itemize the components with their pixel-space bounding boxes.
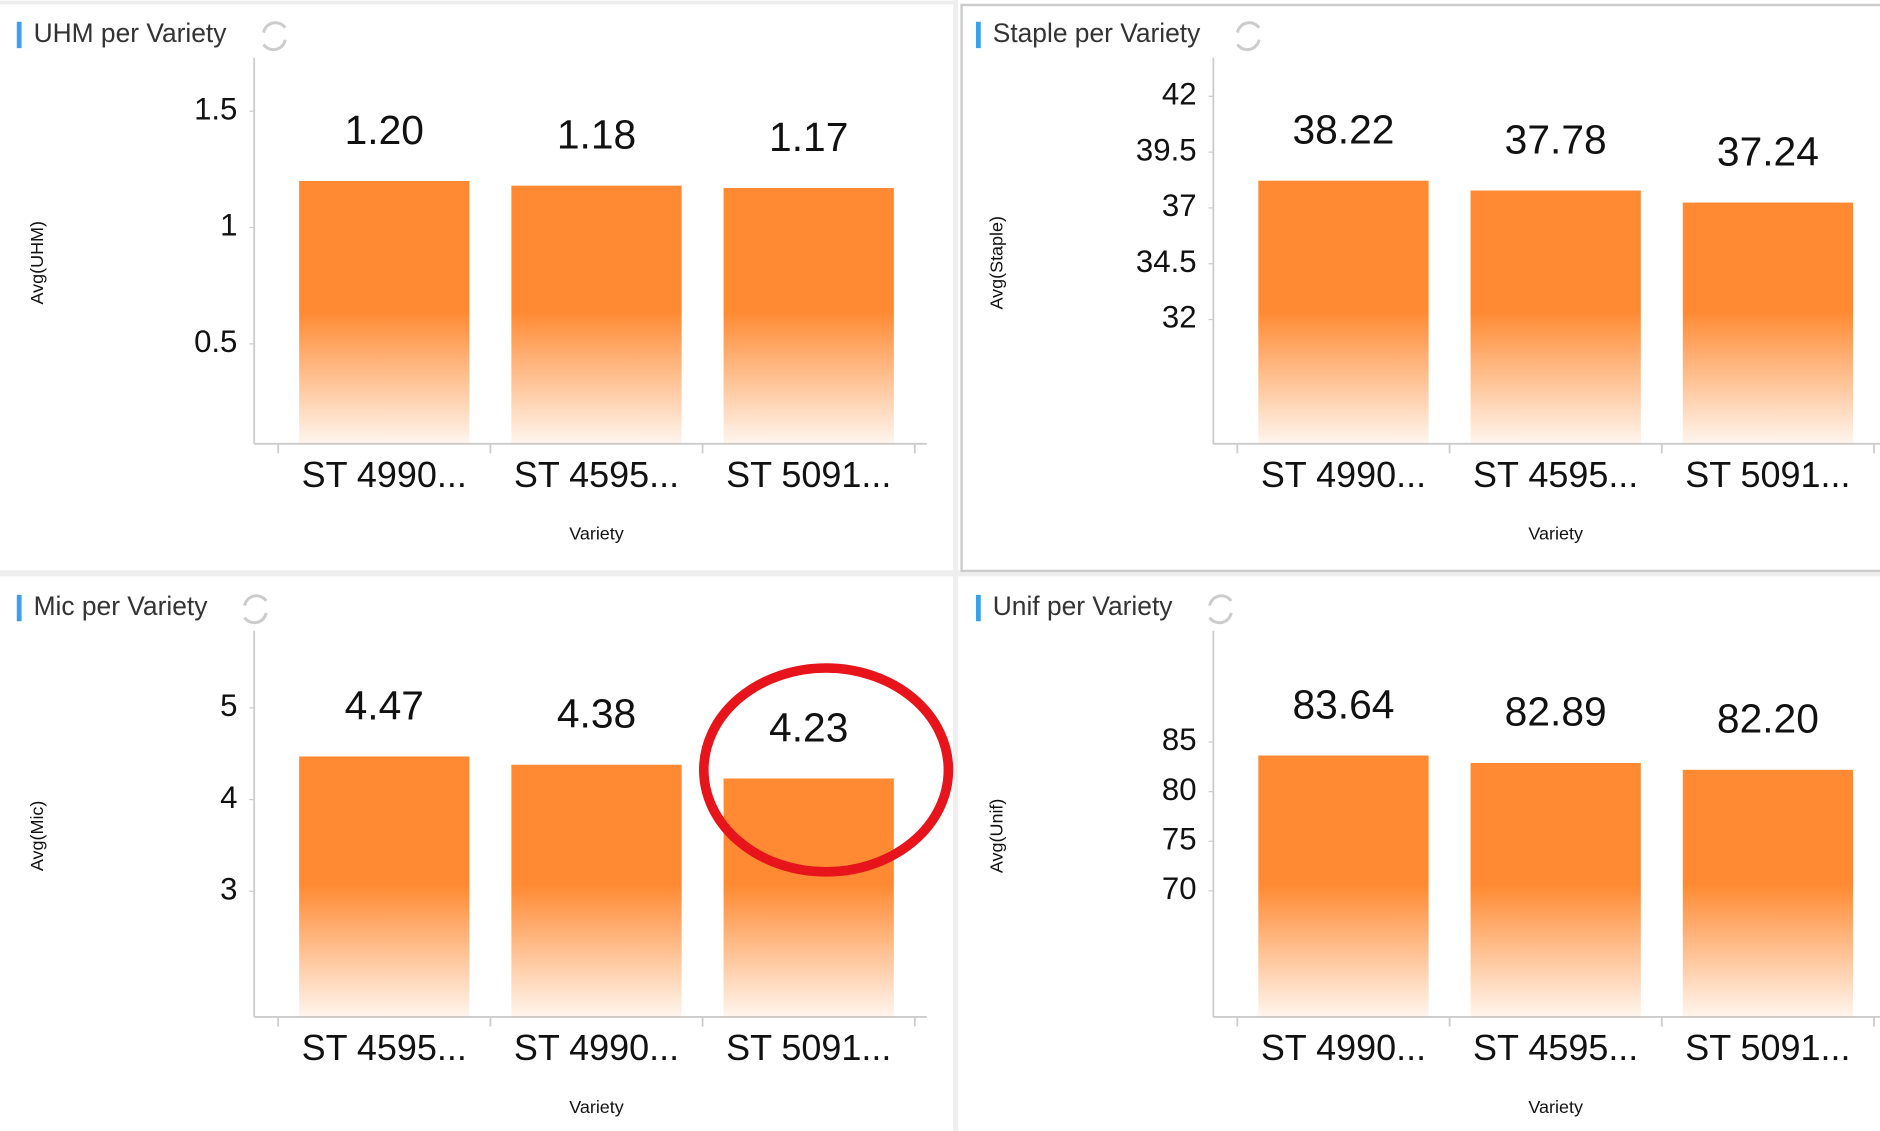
- y-axis-label: Avg(Mic): [27, 801, 47, 872]
- bar: [511, 185, 682, 444]
- bar: [1258, 755, 1429, 1017]
- value-label: 82.20: [1717, 696, 1819, 742]
- y-axis-label: Avg(UHM): [27, 221, 47, 305]
- x-axis-label: Variety: [569, 524, 624, 544]
- y-tick-label: 1.5: [194, 91, 237, 126]
- value-label: 37.78: [1505, 116, 1607, 162]
- x-tick-label: ST 4595...: [1473, 1027, 1638, 1068]
- y-tick-label: 85: [1162, 722, 1197, 757]
- bar: [299, 756, 470, 1017]
- y-tick-label: 42: [1162, 77, 1197, 112]
- x-axis-label: Variety: [1528, 524, 1583, 544]
- value-label: 4.38: [557, 691, 636, 737]
- value-label: 4.23: [769, 704, 848, 750]
- title-marker: [16, 21, 22, 49]
- y-tick-label: 4: [220, 780, 237, 815]
- refresh-icon[interactable]: [243, 594, 268, 625]
- y-tick-label: 80: [1162, 772, 1197, 807]
- chart-title: Unif per Variety: [993, 591, 1174, 621]
- x-axis-label: Variety: [1528, 1097, 1583, 1117]
- refresh-icon[interactable]: [1208, 594, 1233, 625]
- x-tick-label: ST 4990...: [1261, 454, 1426, 495]
- x-tick-label: ST 4595...: [1473, 454, 1638, 495]
- refresh-icon[interactable]: [262, 21, 287, 52]
- value-label: 1.20: [345, 107, 424, 153]
- y-axis-label: Avg(Staple): [986, 216, 1006, 310]
- x-tick-label: ST 4990...: [302, 454, 467, 495]
- bar: [1258, 180, 1429, 444]
- x-tick-label: ST 5091...: [1685, 454, 1850, 495]
- y-tick-label: 5: [220, 688, 237, 723]
- x-tick-label: ST 5091...: [726, 1027, 891, 1068]
- chart-panel: Unif per Variety 70 75 80 85 ST 4990... 83.64 S…: [975, 591, 1880, 1117]
- x-axis-label: Variety: [569, 1097, 624, 1117]
- bar: [723, 778, 894, 1017]
- x-tick-label: ST 4595...: [302, 1027, 467, 1068]
- x-tick-label: ST 5091...: [1685, 1027, 1850, 1068]
- bar: [1470, 190, 1641, 444]
- title-marker: [975, 21, 981, 49]
- x-tick-label: ST 4990...: [514, 1027, 679, 1068]
- chart-title: UHM per Variety: [34, 18, 228, 48]
- y-tick-label: 3: [220, 872, 237, 907]
- chart-title: Staple per Variety: [993, 18, 1201, 48]
- chart-panel: Staple per Variety 32 34.5 37 39.5 42 ST 4990.…: [975, 18, 1880, 544]
- panel-border: [960, 3, 1880, 573]
- title-marker: [975, 594, 981, 622]
- value-label: 37.24: [1717, 128, 1819, 174]
- chart-title: Mic per Variety: [34, 591, 209, 621]
- x-tick-label: ST 4595...: [514, 454, 679, 495]
- y-tick-label: 39.5: [1136, 132, 1197, 167]
- value-label: 83.64: [1292, 681, 1394, 727]
- y-tick-label: 0.5: [194, 324, 237, 359]
- y-tick-label: 37: [1162, 188, 1197, 223]
- value-label: 1.17: [769, 114, 848, 160]
- y-tick-label: 1: [220, 208, 237, 243]
- bar: [1682, 202, 1854, 444]
- y-tick-label: 34.5: [1136, 244, 1197, 279]
- refresh-icon[interactable]: [1236, 21, 1261, 52]
- value-label: 38.22: [1292, 107, 1394, 153]
- y-tick-label: 70: [1162, 871, 1197, 906]
- chart-panel: Mic per Variety 3 4 5 ST 4595... 4.47 ST 4990.…: [16, 591, 927, 1117]
- bar: [299, 180, 470, 444]
- bar: [1470, 762, 1641, 1017]
- x-tick-label: ST 4990...: [1261, 1027, 1426, 1068]
- bar: [511, 764, 682, 1017]
- annotation-circle: [699, 663, 954, 877]
- x-tick-label: ST 5091...: [726, 454, 891, 495]
- bar: [1682, 769, 1854, 1017]
- y-axis-label: Avg(Unif): [986, 799, 1006, 874]
- value-label: 4.47: [345, 682, 424, 728]
- chart-panel: UHM per Variety 0.5 1 1.5 ST 4990... 1.20 ST 4…: [16, 18, 927, 544]
- value-label: 1.18: [557, 111, 636, 157]
- title-marker: [16, 594, 22, 622]
- y-tick-label: 32: [1162, 300, 1197, 335]
- bar: [723, 187, 894, 444]
- y-tick-label: 75: [1162, 821, 1197, 856]
- value-label: 82.89: [1505, 689, 1607, 735]
